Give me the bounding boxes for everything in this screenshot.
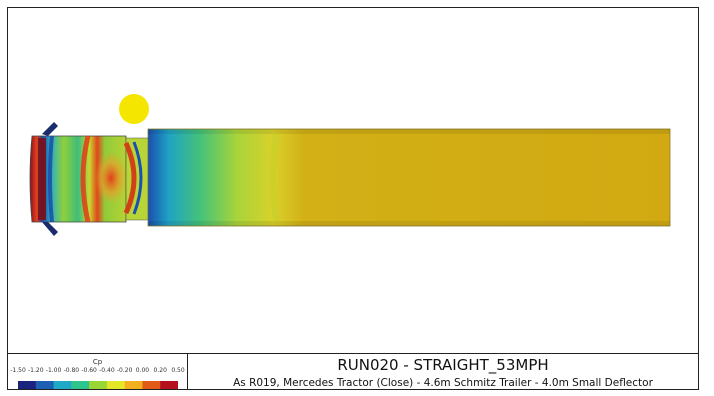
legend-tick-label: 0.00 [135,367,150,374]
trailer [147,128,671,227]
legend-tick-label: 0.50 [171,367,185,374]
cfd-viewport [8,8,698,353]
legend-tick-label: -1.50 [10,367,26,374]
colorbar-segment [18,381,37,389]
plot-frame: Cp -1.50 -1.20 -1.00 -0.80 -0.60 -0.40 -0.20 0.… [7,7,699,390]
colorbar-segment [89,381,108,389]
legend-tick-label: 0.20 [153,367,167,374]
vehicle-render [29,94,671,236]
marker-dot [119,94,149,124]
legend-tick-label: -0.40 [99,367,115,374]
legend-tick-label: -1.20 [28,367,44,374]
colorbar-segment [106,381,126,389]
run-title: RUN020 - STRAIGHT_53MPH [337,356,549,374]
legend-tick-label: -0.60 [81,367,97,374]
run-info: RUN020 - STRAIGHT_53MPH As R019, Mercede… [188,354,698,390]
legend-tick-label: -0.80 [63,367,80,374]
legend-tick-row: -1.50 -1.20 -1.00 -0.80 -0.60 -0.40 -0.20 0.00 0… [8,367,187,377]
colorbar-segment [142,381,161,389]
colorbar-segment [160,381,178,389]
colorbar-segment [124,381,143,389]
colorbar-legend: Cp -1.50 -1.20 -1.00 -0.80 -0.60 -0.40 -0.20 0.… [8,354,188,390]
tractor [29,122,149,236]
colorbar-segment [35,381,55,389]
colorbar-segment [71,381,90,389]
legend-title: Cp [92,358,103,366]
colorbar-segment [53,381,72,389]
footer-panel: Cp -1.50 -1.20 -1.00 -0.80 -0.60 -0.40 -0.20 0.… [8,353,698,390]
legend-tick-label: -0.20 [116,367,133,374]
colorbar [18,381,178,389]
run-subtitle: As R019, Mercedes Tractor (Close) - 4.6m… [233,377,653,389]
legend-tick-label: -1.00 [45,367,62,374]
